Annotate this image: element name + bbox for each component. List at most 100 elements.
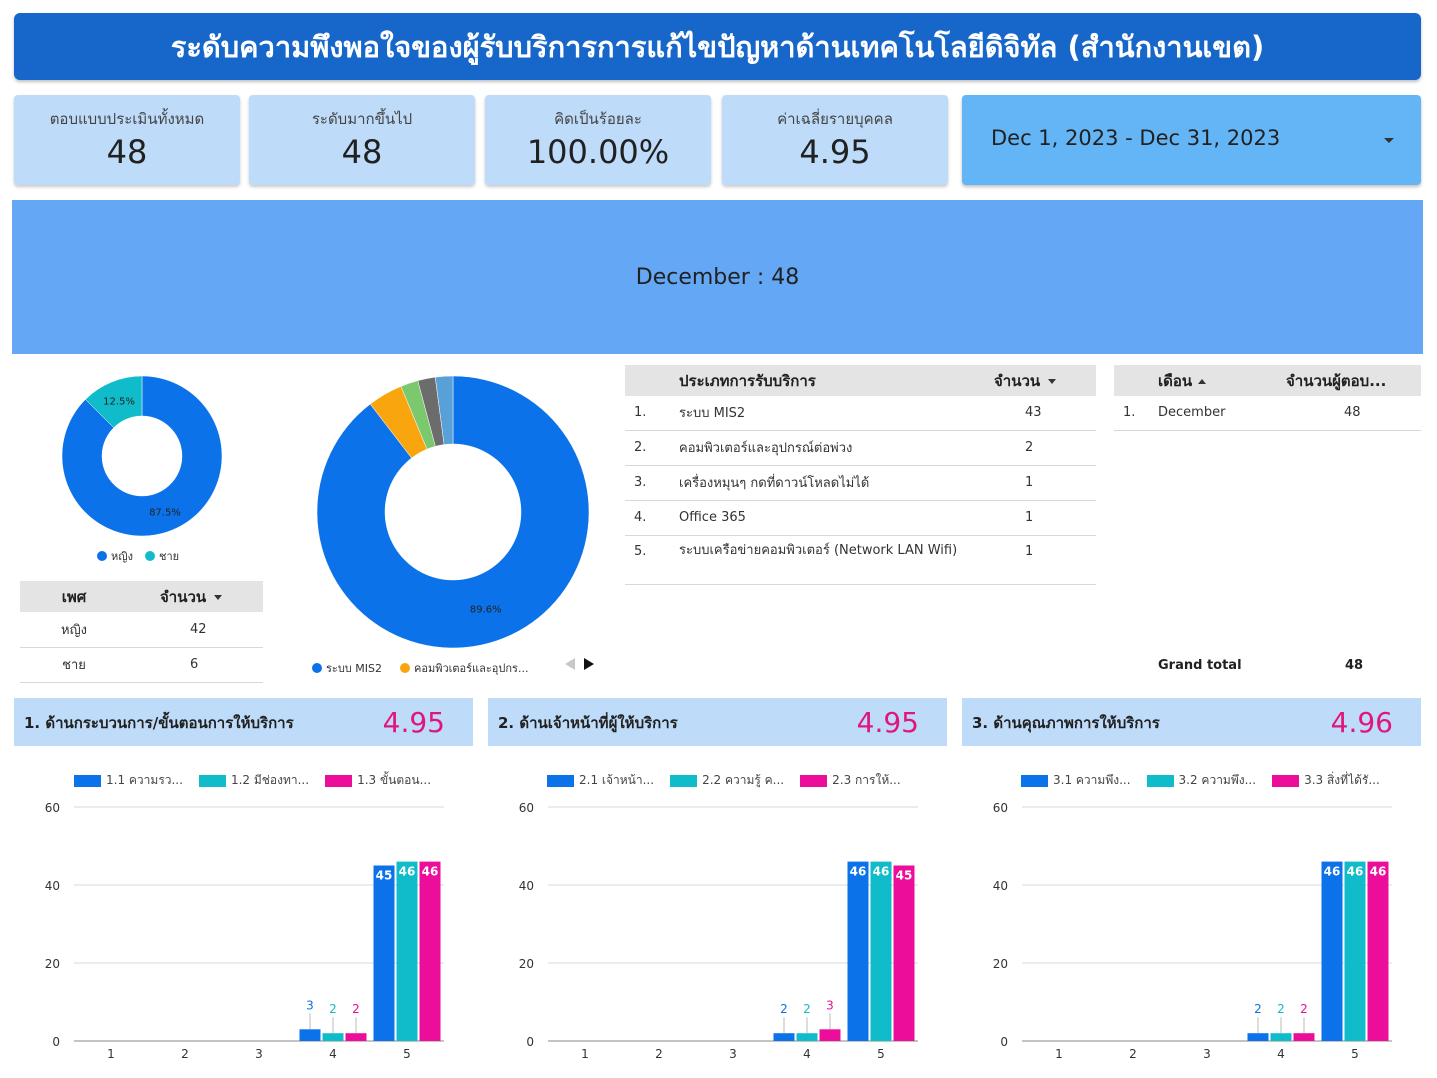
bar[interactable] [893, 865, 915, 1042]
row-number: 4. [625, 500, 669, 536]
section-title: 2. ด้านเจ้าหน้าที่ผู้ให้บริการ [498, 714, 678, 732]
column-header-count[interactable]: จำนวน [128, 581, 263, 612]
table-cell: 6 [128, 647, 263, 683]
y-tick-label: 20 [45, 957, 60, 971]
date-range-picker[interactable]: Dec 1, 2023 - Dec 31, 2023 [962, 95, 1421, 185]
y-tick-label: 40 [993, 879, 1008, 893]
bar-chart-legend-2: 2.1 เจ้าหน้า... 2.2 ความรู้ ค... 2.3 การ… [547, 771, 917, 790]
y-tick-label: 0 [1000, 1035, 1008, 1049]
table-cell: หญิง [20, 612, 128, 648]
table-row: 4. Office 365 1 [625, 500, 1096, 536]
y-tick-label: 0 [526, 1035, 534, 1049]
table-cell: 2 [969, 430, 1096, 466]
month-scorecard-label: December : 48 [635, 264, 800, 290]
bar[interactable] [847, 861, 869, 1041]
column-header-label: จำนวน [994, 371, 1041, 390]
bar[interactable] [1247, 1033, 1269, 1041]
column-header-service-type[interactable]: ประเภทการรับบริการ [669, 365, 969, 396]
donut-slice[interactable] [61, 375, 223, 537]
bar-chart-legend-3: 3.1 ความพึง... 3.2 ความพึง... 3.3 สิ่งที… [1021, 771, 1396, 790]
data-label: 2 [1277, 1002, 1285, 1016]
bar[interactable] [819, 1029, 841, 1041]
kpi-label: ตอบแบบประเมินทั้งหมด [49, 110, 205, 128]
table-cell: December [1148, 396, 1276, 431]
data-label: 2 [329, 1002, 337, 1016]
legend-label: 2.1 เจ้าหน้า... [579, 773, 655, 787]
legend-label: 2.3 การให้... [832, 773, 901, 787]
column-header-gender[interactable]: เพศ [20, 581, 128, 612]
legend-label: คอมพิวเตอร์และอุปกร... [414, 662, 529, 675]
legend-prev-icon[interactable] [565, 658, 575, 670]
slice-label: 87.5% [149, 507, 181, 518]
column-header-label: เดือน [1158, 371, 1193, 390]
bar[interactable] [1321, 861, 1343, 1041]
grand-total-value: 48 [1345, 658, 1364, 673]
table-cell: ระบบ MIS2 [669, 396, 969, 431]
bar[interactable] [796, 1033, 818, 1041]
section-header-process: 1. ด้านกระบวนการ/ขั้นตอนการให้บริการ 4.9… [14, 698, 473, 746]
section-score: 4.96 [1330, 706, 1393, 739]
slice-label: 12.5% [103, 397, 135, 408]
bar[interactable] [1367, 861, 1389, 1041]
legend-label: ชาย [159, 550, 180, 563]
section-header-quality: 3. ด้านคุณภาพการให้บริการ 4.96 [962, 698, 1421, 746]
y-tick-label: 0 [52, 1035, 60, 1049]
grand-total-label: Grand total [1158, 658, 1242, 673]
table-cell: 1 [969, 500, 1096, 536]
bar[interactable] [299, 1029, 321, 1041]
row-number: 1. [1114, 396, 1148, 431]
bar[interactable] [870, 861, 892, 1041]
data-label: 3 [306, 998, 314, 1012]
legend-label: 1.1 ความรว... [106, 773, 183, 787]
gender-legend: หญิง ชาย [97, 547, 191, 565]
kpi-value: 4.95 [799, 133, 871, 171]
kpi-value: 100.00% [526, 133, 670, 171]
column-header-respondents[interactable]: จำนวนผู้ตอบ... [1276, 365, 1421, 396]
x-tick-label: 5 [1351, 1047, 1359, 1061]
x-tick-label: 5 [877, 1047, 885, 1061]
data-label: 46 [1347, 865, 1364, 879]
table-cell: 48 [1276, 396, 1421, 431]
column-header-count[interactable]: จำนวน [969, 365, 1096, 396]
legend-label: 1.3 ขั้นตอน... [357, 773, 432, 787]
service-type-table: ประเภทการรับบริการ จำนวน 1. ระบบ MIS2 43… [625, 365, 1096, 585]
data-label: 46 [873, 865, 890, 879]
legend-swatch [800, 774, 828, 787]
donut-slice[interactable] [85, 375, 143, 429]
gender-table: เพศ จำนวน หญิง 42 ชาย 6 [20, 581, 263, 683]
kpi-value: 48 [106, 133, 148, 171]
column-header-month[interactable]: เดือน [1148, 365, 1276, 396]
month-table: เดือน จำนวนผู้ตอบ... 1. December 48 [1114, 365, 1421, 431]
legend-next-icon[interactable] [584, 658, 594, 670]
bar[interactable] [345, 1033, 367, 1041]
x-tick-label: 3 [255, 1047, 263, 1061]
legend-label: 3.2 ความพึง... [1178, 773, 1257, 787]
bar[interactable] [373, 865, 395, 1042]
data-label: 2 [352, 1002, 360, 1016]
row-number: 2. [625, 430, 669, 466]
sort-asc-icon [1198, 378, 1207, 384]
bar[interactable] [1344, 861, 1366, 1041]
gender-donut-chart: 87.5% 12.5% [61, 375, 223, 537]
donut-slice[interactable] [316, 375, 590, 649]
legend-swatch [670, 774, 698, 787]
date-range-value: Dec 1, 2023 - Dec 31, 2023 [991, 126, 1281, 150]
bar[interactable] [419, 861, 441, 1041]
table-cell: 42 [128, 612, 263, 648]
bar[interactable] [773, 1033, 795, 1041]
kpi-label: ระดับมากขึ้นไป [311, 110, 413, 128]
bar[interactable] [1270, 1033, 1292, 1041]
table-cell: ชาย [20, 647, 128, 683]
bar[interactable] [322, 1033, 344, 1041]
bar-chart-quality: 0 20 40 60 1 2 3 4 2 2 2 5 46 46 46 [993, 801, 1392, 1061]
bar[interactable] [1293, 1033, 1315, 1041]
legend-label: ระบบ MIS2 [326, 662, 382, 675]
bar[interactable] [396, 861, 418, 1041]
x-tick-label: 4 [1277, 1047, 1285, 1061]
donut-slice[interactable] [434, 375, 454, 445]
legend-dot [400, 663, 410, 673]
x-tick-label: 2 [1129, 1047, 1137, 1061]
row-number: 5. [625, 535, 669, 585]
table-row: 3. เครื่องหมุนๆ กดที่ดาวน์โหลดไม่ได้ 1 [625, 465, 1096, 501]
sort-desc-icon [214, 594, 223, 600]
